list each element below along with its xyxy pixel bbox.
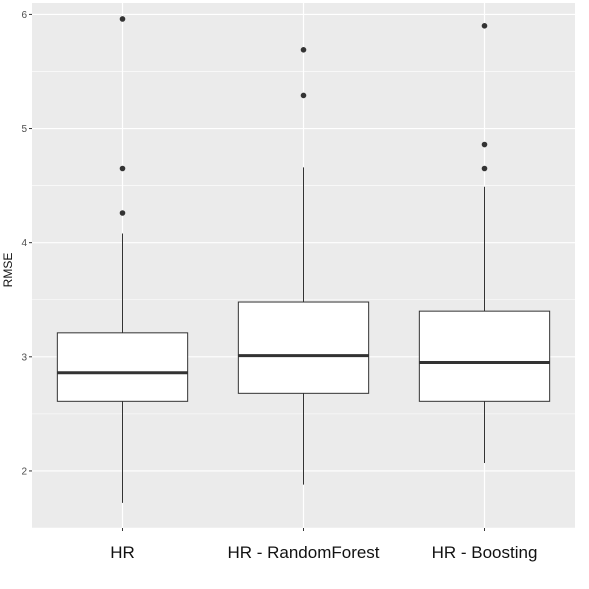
outlier-point — [119, 210, 126, 216]
outlier-point — [481, 23, 488, 29]
axis-ticks: 2 3 4 5 6 HR HR - RandomForest HR - Boosting — [21, 10, 537, 562]
outlier-point — [481, 165, 488, 172]
y-tick-label: 6 — [21, 10, 27, 21]
iqr-box — [237, 301, 370, 394]
y-tick-label: 4 — [21, 238, 27, 249]
y-tick-label: 2 — [21, 466, 27, 477]
y-tick-label: 5 — [21, 124, 27, 135]
box-group — [418, 23, 551, 463]
iqr-box — [56, 332, 189, 402]
box-group — [237, 46, 370, 485]
y-axis-title: RMSE — [1, 253, 15, 288]
box-group — [56, 16, 189, 503]
y-tick-label: 3 — [21, 352, 27, 363]
x-tick-label: HR — [110, 543, 135, 562]
outlier-point — [300, 92, 307, 99]
boxes — [56, 16, 551, 503]
iqr-box — [418, 310, 551, 402]
outlier-point — [119, 16, 126, 22]
outlier-point — [119, 165, 126, 172]
outlier-point — [300, 46, 307, 53]
x-tick-label: HR - RandomForest — [227, 543, 379, 562]
outlier-point — [481, 141, 488, 148]
x-tick-label: HR - Boosting — [432, 543, 538, 562]
